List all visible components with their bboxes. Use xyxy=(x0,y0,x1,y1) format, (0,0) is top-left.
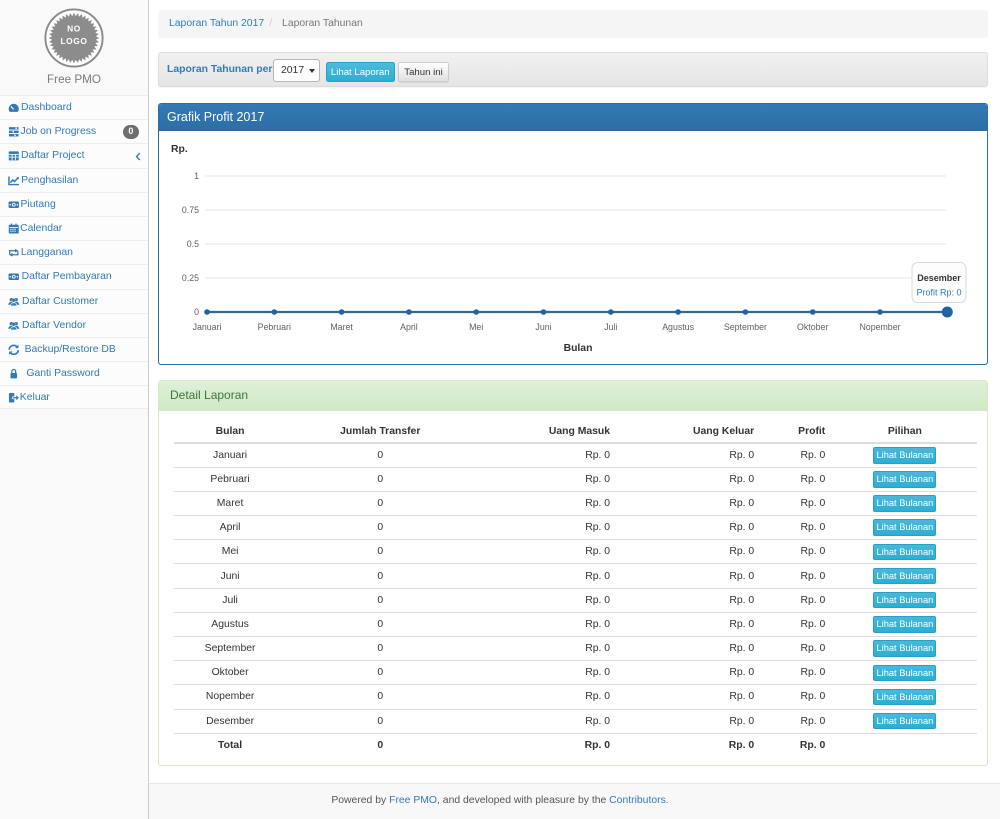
svg-text:April: April xyxy=(400,322,418,332)
svg-text:Bulan: Bulan xyxy=(564,343,593,354)
svg-text:LOGO: LOGO xyxy=(60,36,87,46)
svg-text:0: 0 xyxy=(194,307,199,317)
svg-text:Januari: Januari xyxy=(193,322,222,332)
svg-text:0.5: 0.5 xyxy=(187,239,199,249)
svg-text:Profit Rp: 0: Profit Rp: 0 xyxy=(916,287,961,297)
svg-text:Maret: Maret xyxy=(330,322,353,332)
svg-text:September: September xyxy=(724,322,767,332)
svg-text:Pebruari: Pebruari xyxy=(258,322,291,332)
svg-text:Agustus: Agustus xyxy=(662,322,694,332)
svg-text:Desember: Desember xyxy=(917,273,961,283)
svg-text:Rp.: Rp. xyxy=(171,144,188,155)
svg-text:1: 1 xyxy=(194,171,199,181)
svg-text:NO: NO xyxy=(67,23,81,33)
svg-text:Nopember: Nopember xyxy=(859,322,900,332)
svg-text:0.25: 0.25 xyxy=(182,273,199,283)
svg-text:Oktober: Oktober xyxy=(797,322,828,332)
svg-text:0.75: 0.75 xyxy=(182,205,199,215)
svg-text:Juni: Juni xyxy=(535,322,551,332)
svg-text:Juli: Juli xyxy=(604,322,617,332)
svg-text:Mei: Mei xyxy=(469,322,483,332)
